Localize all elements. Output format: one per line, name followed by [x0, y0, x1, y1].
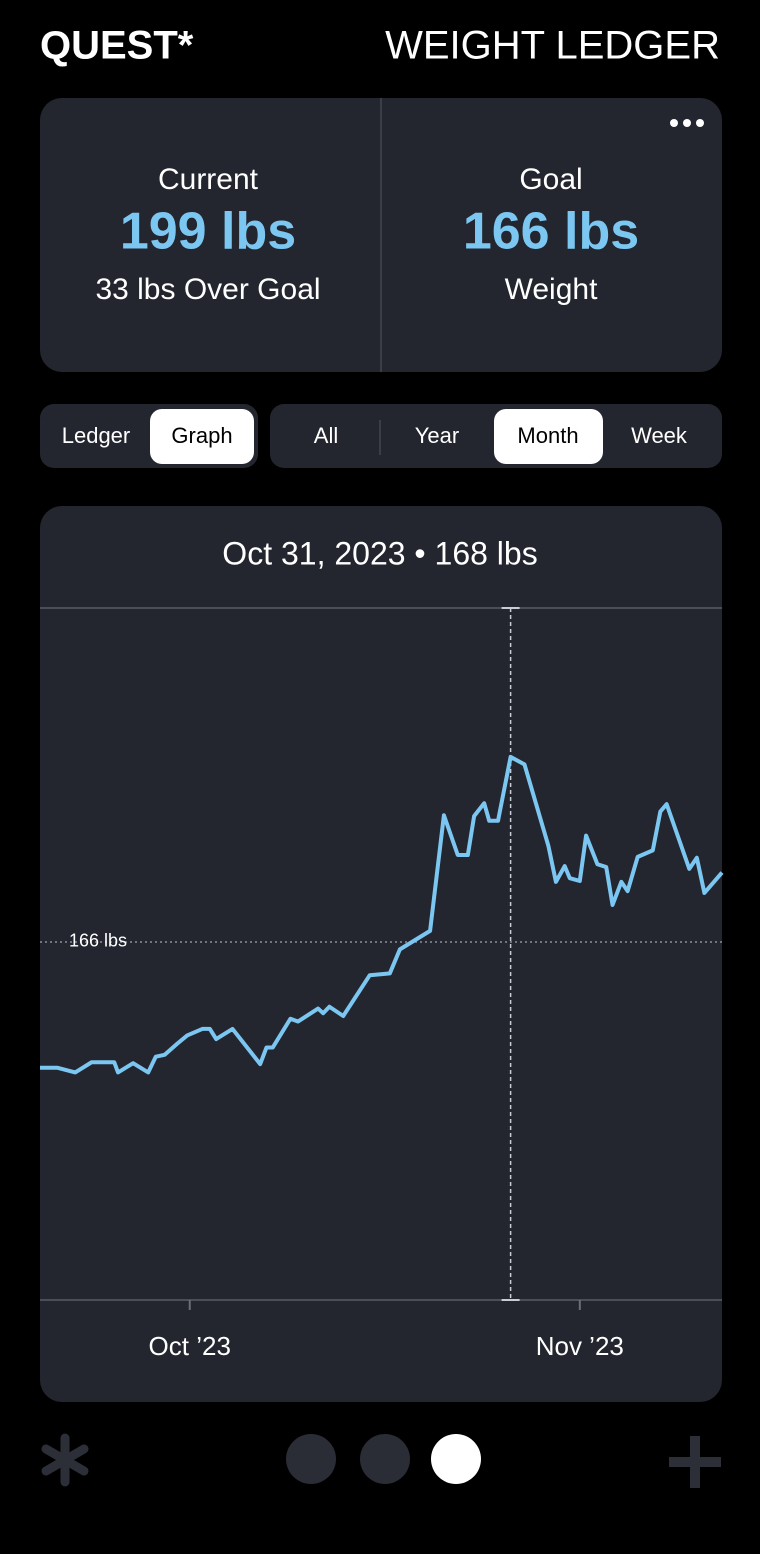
current-note: 33 lbs Over Goal: [95, 273, 320, 306]
weight-line: [40, 754, 724, 1075]
chart-title: Oct 31, 2023 • 168 lbs: [222, 535, 537, 571]
range-tab[interactable]: Month: [517, 423, 578, 448]
goal-note: Weight: [505, 273, 598, 306]
view-tab[interactable]: Ledger: [62, 423, 131, 448]
range-tab[interactable]: Week: [631, 423, 688, 448]
more-button[interactable]: [670, 119, 704, 127]
goal-value: 166 lbs: [463, 203, 639, 261]
page-dot[interactable]: [431, 1434, 481, 1484]
selected-pill: [150, 409, 254, 464]
x-tick-label: Oct ’23: [149, 1331, 231, 1361]
reference-label: 166 lbs: [69, 931, 127, 951]
menu-icon[interactable]: [41, 1433, 89, 1487]
range-tab[interactable]: All: [314, 423, 338, 448]
current-label: Current: [158, 163, 259, 196]
x-tick-label: Nov ’23: [536, 1331, 624, 1361]
page-dot[interactable]: [286, 1434, 336, 1484]
chart-card: [40, 506, 722, 1402]
plot: 166 lbs Oct ’23 Nov ’23: [40, 607, 724, 1361]
page-dot[interactable]: [360, 1434, 410, 1484]
range-tab[interactable]: Year: [415, 423, 459, 448]
add-button[interactable]: [669, 1436, 721, 1488]
page-title: WEIGHT LEDGER: [385, 24, 720, 68]
view-tab[interactable]: Graph: [171, 423, 232, 448]
goal-label: Goal: [519, 163, 582, 196]
selected-pill: [494, 409, 603, 464]
app-name: QUEST*: [40, 24, 194, 68]
current-value: 199 lbs: [120, 203, 296, 261]
